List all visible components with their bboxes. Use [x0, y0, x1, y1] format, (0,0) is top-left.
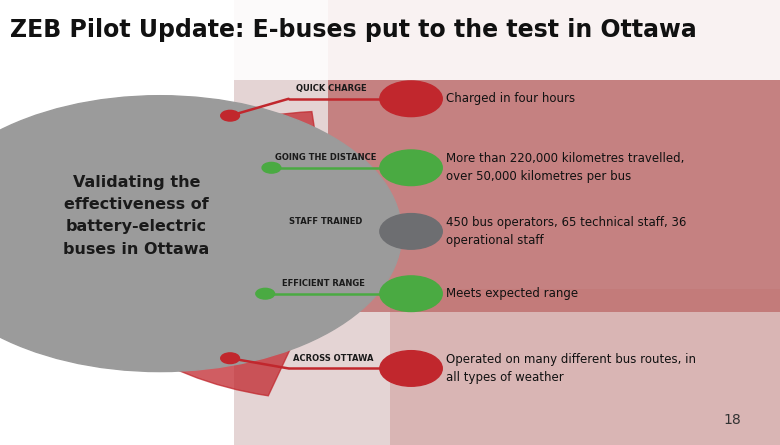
Text: 450 bus operators, 65 technical staff, 36
operational staff: 450 bus operators, 65 technical staff, 3…	[446, 216, 686, 247]
FancyBboxPatch shape	[234, 0, 780, 445]
Text: More than 220,000 kilometres travelled,
over 50,000 kilometres per bus: More than 220,000 kilometres travelled, …	[446, 152, 685, 183]
Text: Operated on many different bus routes, in
all types of weather: Operated on many different bus routes, i…	[446, 353, 697, 384]
Circle shape	[256, 288, 275, 299]
Circle shape	[0, 96, 402, 372]
Text: ZEB Pilot Update: E-buses put to the test in Ottawa: ZEB Pilot Update: E-buses put to the tes…	[10, 18, 697, 42]
FancyBboxPatch shape	[390, 289, 780, 445]
FancyBboxPatch shape	[328, 0, 780, 312]
Circle shape	[221, 110, 239, 121]
Circle shape	[262, 226, 281, 237]
Circle shape	[380, 214, 442, 249]
Text: Validating the
effectiveness of
battery-electric
buses in Ottawa: Validating the effectiveness of battery-…	[63, 175, 210, 257]
Circle shape	[0, 98, 397, 369]
Wedge shape	[80, 112, 334, 396]
Text: Charged in four hours: Charged in four hours	[446, 92, 576, 105]
Circle shape	[380, 81, 442, 117]
Text: QUICK CHARGE: QUICK CHARGE	[296, 85, 367, 93]
Circle shape	[380, 150, 442, 186]
Text: ACROSS OTTAWA: ACROSS OTTAWA	[292, 354, 374, 363]
Text: EFFICIENT RANGE: EFFICIENT RANGE	[282, 279, 365, 288]
Text: 18: 18	[723, 413, 741, 427]
FancyBboxPatch shape	[0, 0, 780, 80]
Circle shape	[380, 276, 442, 311]
Circle shape	[262, 162, 281, 173]
Text: STAFF TRAINED: STAFF TRAINED	[289, 217, 363, 226]
Text: GOING THE DISTANCE: GOING THE DISTANCE	[275, 153, 377, 162]
Circle shape	[380, 351, 442, 386]
Circle shape	[221, 353, 239, 364]
Text: Meets expected range: Meets expected range	[446, 287, 578, 300]
